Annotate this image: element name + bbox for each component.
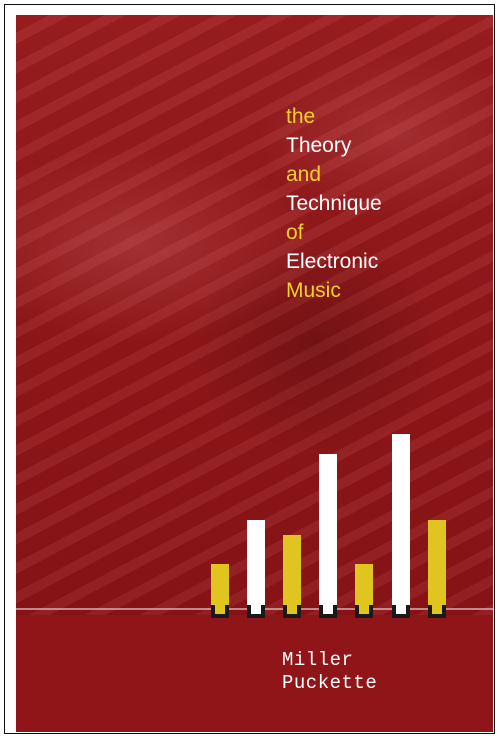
cover-background-photo xyxy=(16,15,493,615)
cover-bars-illustration xyxy=(16,434,493,618)
title-line-theory: Theory xyxy=(286,134,352,157)
author-first-name: Miller xyxy=(282,649,354,671)
cover-bar xyxy=(392,434,410,618)
book-author: Miller Puckette xyxy=(282,649,377,695)
cover-bar xyxy=(247,520,265,618)
cover-bar xyxy=(355,564,373,618)
book-title: the Theory and Technique of Electronic M… xyxy=(286,102,486,305)
cover-bar xyxy=(428,520,446,618)
title-line-music: Music xyxy=(286,279,341,302)
cover-bar xyxy=(211,564,229,618)
author-last-name: Puckette xyxy=(282,672,378,694)
title-line-and: and xyxy=(286,163,322,186)
title-line-the: the xyxy=(286,105,316,128)
title-line-technique: Technique xyxy=(286,192,382,215)
title-line-of: of xyxy=(286,221,304,244)
title-line-electronic: Electronic xyxy=(286,250,379,273)
cover-bar xyxy=(319,454,337,618)
cover-bar xyxy=(283,535,301,618)
book-cover: the Theory and Technique of Electronic M… xyxy=(16,15,493,732)
